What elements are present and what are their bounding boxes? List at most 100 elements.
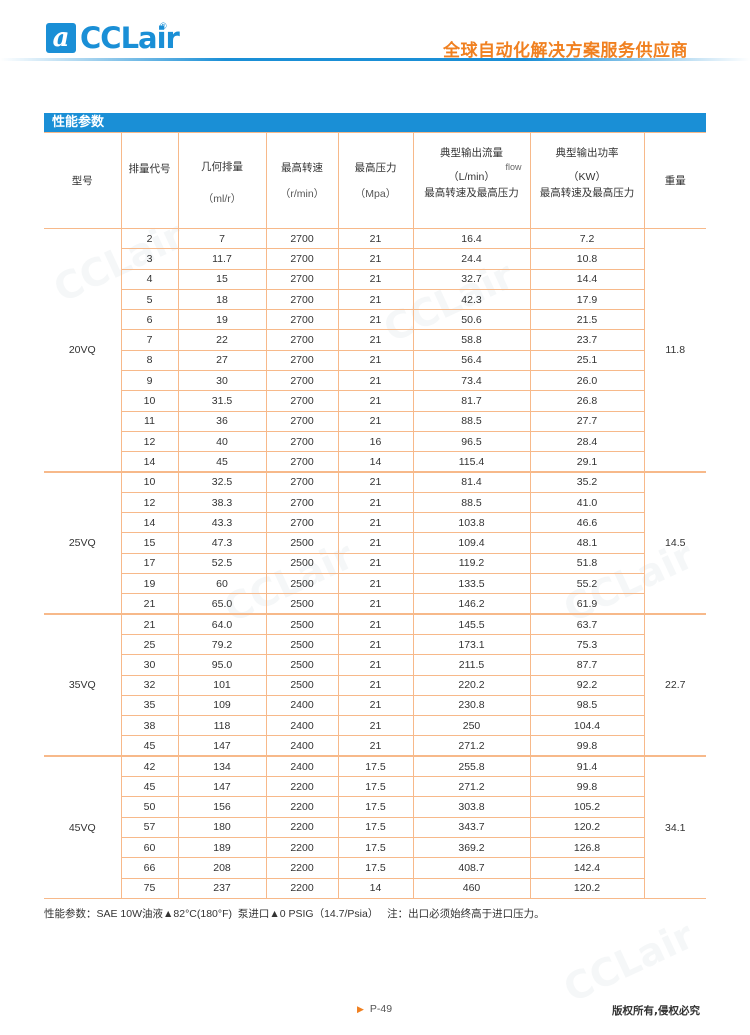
cell-pressure: 14	[337, 877, 414, 899]
header-flow-condition: 最高转速及最高压力	[424, 187, 519, 199]
cell-code: 32	[121, 674, 179, 696]
logo-text: CCLair	[80, 21, 180, 55]
cell-displacement: 52.5	[177, 552, 267, 575]
header-speed-unit: （r/min）	[279, 187, 325, 200]
triangle-right-icon: ▶	[357, 1004, 364, 1014]
cell-code: 15	[121, 532, 179, 554]
cell-speed: 2500	[265, 593, 339, 615]
cell-model: 20VQ	[44, 228, 122, 473]
header-pressure-label: 最高压力	[354, 161, 397, 174]
cell-pressure: 21	[337, 227, 414, 250]
cell-code: 14	[121, 451, 179, 473]
header-flow: 典型输出流量 flow （L/min） 最高转速及最高压力	[412, 132, 531, 229]
cell-flow: 173.1	[412, 633, 531, 656]
cell-code: 19	[121, 573, 179, 595]
cell-speed: 2400	[265, 694, 339, 717]
header-displacement-label: 几何排量	[201, 161, 243, 173]
cell-flow: 303.8	[412, 796, 531, 818]
cell-power: 92.2	[529, 674, 645, 696]
registered-mark: ®	[160, 21, 167, 31]
cell-flow: 211.5	[412, 654, 531, 676]
cell-speed: 2500	[265, 674, 339, 696]
cell-code: 10	[120, 471, 179, 493]
cell-flow: 73.4	[412, 370, 531, 392]
cell-displacement: 11.7	[177, 248, 267, 270]
header-speed: 最高转速 （r/min）	[265, 132, 339, 229]
cell-displacement: 189	[177, 836, 267, 859]
cell-displacement: 30	[177, 370, 267, 392]
cell-pressure: 21	[337, 288, 414, 311]
cell-code: 6	[121, 309, 179, 331]
header-power: 典型输出功率 （KW） 最高转速及最高压力	[529, 132, 645, 229]
cell-code: 60	[121, 836, 179, 859]
cell-power: 46.6	[529, 512, 645, 534]
cell-power: 41.0	[529, 491, 645, 514]
table-row: 75 237 2200 14 460 120.2	[44, 877, 706, 899]
table-row: 50 156 2200 17.5 303.8 105.2	[44, 796, 706, 818]
cell-code: 2	[120, 227, 179, 250]
cell-speed: 2500	[265, 552, 339, 575]
cell-speed: 2700	[265, 430, 339, 453]
cell-power: 87.7	[529, 654, 645, 676]
cell-flow: 250	[412, 715, 531, 737]
cell-pressure: 21	[337, 471, 414, 493]
cell-speed: 2500	[265, 633, 339, 656]
cell-displacement: 19	[177, 309, 267, 331]
header-displacement-unit: （ml/r）	[202, 193, 242, 205]
section-title: 性能参数	[44, 113, 706, 132]
company-logo: a CCLair ®	[46, 21, 180, 55]
table-row: 19 60 2500 21 133.5 55.2	[44, 573, 706, 595]
slogan: 全球自动化解决方案服务供应商	[443, 41, 688, 61]
cell-flow: 146.2	[412, 593, 531, 615]
cell-power: 23.7	[529, 329, 645, 351]
cell-pressure: 21	[337, 654, 414, 676]
table-row: 9 30 2700 21 73.4 26.0	[44, 370, 706, 392]
table-row: 45 147 2200 17.5 271.2 99.8	[44, 776, 706, 798]
cell-pressure: 21	[337, 248, 414, 270]
cell-flow: 109.4	[412, 532, 531, 554]
header-speed-label: 最高转速	[281, 161, 323, 174]
cell-power: 105.2	[529, 796, 645, 818]
cell-flow: 220.2	[412, 674, 531, 696]
cell-displacement: 27	[177, 349, 267, 372]
cell-power: 26.0	[529, 370, 645, 392]
cell-power: 17.9	[529, 288, 645, 311]
table-row: 4 15 2700 21 32.7 14.4	[44, 268, 706, 290]
table-row: 25 79.2 2500 21 173.1 75.3	[44, 633, 706, 656]
cell-displacement: 134	[177, 755, 267, 778]
page-number-label: P-49	[369, 1003, 393, 1015]
cell-flow: 133.5	[412, 573, 531, 595]
cell-displacement: 32.5	[177, 471, 267, 493]
cell-speed: 2700	[265, 410, 339, 432]
performance-note: 性能参数：SAE 10W油液▲82°C(180°F) 泵进口▲0 PSIG（14…	[44, 908, 545, 920]
cell-speed: 2200	[265, 776, 339, 798]
table-row: 12 38.3 2700 21 88.5 41.0	[44, 491, 706, 514]
header-pressure: 最高压力 （Mpa）	[337, 132, 414, 229]
cell-flow: 24.4	[412, 248, 531, 270]
cell-code: 57	[121, 816, 179, 838]
cell-speed: 2700	[265, 512, 339, 534]
cell-pressure: 17.5	[337, 796, 414, 818]
cell-speed: 2400	[265, 755, 339, 778]
table-header-row: 型号 排量代号 几何排量 （ml/r） 最高转速 （r/min） 最高压力 （Mpa）…	[44, 132, 706, 229]
cell-flow: 145.5	[412, 613, 531, 635]
header-flow-label: 典型输出流量	[440, 147, 503, 159]
cell-pressure: 21	[337, 309, 414, 331]
cell-power: 29.1	[529, 451, 645, 473]
cell-speed: 2700	[265, 268, 339, 290]
cell-pressure: 21	[337, 735, 414, 757]
cell-speed: 2700	[265, 248, 339, 270]
cell-code: 12	[121, 430, 179, 453]
cell-flow: 103.8	[412, 512, 531, 534]
cell-flow: 50.6	[412, 309, 531, 331]
cell-displacement: 118	[177, 715, 267, 737]
cell-speed: 2700	[265, 491, 339, 514]
cell-flow: 460	[412, 877, 531, 899]
cell-displacement: 7	[177, 227, 267, 250]
cell-speed: 2700	[265, 349, 339, 372]
cell-code: 25	[121, 633, 179, 656]
cell-pressure: 21	[337, 593, 414, 615]
copyright: 版权所有,侵权必究	[612, 1005, 700, 1017]
cell-pressure: 21	[337, 349, 414, 372]
logo-mark-icon: a	[46, 23, 76, 53]
